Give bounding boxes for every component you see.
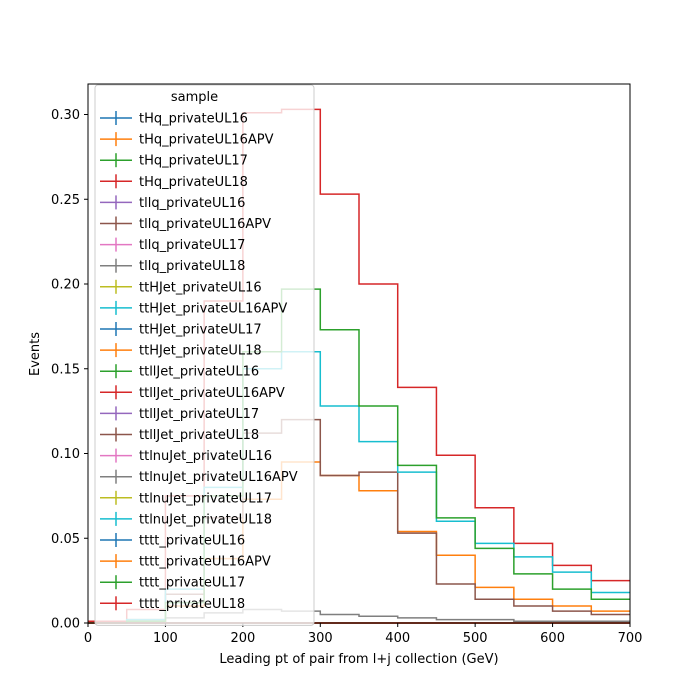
legend-item: ttlnuJet_privateUL16 bbox=[100, 448, 272, 464]
legend-label: tllq_privateUL17 bbox=[139, 238, 245, 253]
legend-item: tttt_privateUL16APV bbox=[100, 554, 271, 570]
x-tick-label: 600 bbox=[540, 631, 565, 646]
legend-label: ttlnuJet_privateUL17 bbox=[139, 491, 272, 506]
legend-item: tHq_privateUL17 bbox=[100, 153, 248, 169]
legend-item: tllq_privateUL17 bbox=[100, 237, 245, 253]
legend-label: tllq_privateUL16APV bbox=[139, 217, 271, 232]
legend-label: ttllJet_privateUL17 bbox=[139, 407, 259, 422]
y-tick-label: 0.25 bbox=[51, 193, 80, 208]
legend-item: ttHJet_privateUL16APV bbox=[100, 300, 287, 316]
legend-title: sample bbox=[171, 90, 218, 105]
y-tick-label: 0.10 bbox=[51, 447, 80, 462]
legend-item: tttt_privateUL18 bbox=[100, 596, 245, 612]
legend-item: tttt_privateUL17 bbox=[100, 575, 245, 591]
legend: sample tHq_privateUL16 tHq_privateUL16APVt… bbox=[94, 84, 315, 626]
legend-label: tllq_privateUL18 bbox=[139, 259, 245, 274]
legend-item: tttt_privateUL16 bbox=[100, 533, 245, 549]
legend-item: ttllJet_privateUL16 bbox=[100, 364, 259, 380]
legend-item: ttllJet_privateUL18 bbox=[100, 427, 259, 443]
legend-label: ttllJet_privateUL18 bbox=[139, 428, 259, 443]
y-tick-label: 0.30 bbox=[51, 108, 80, 123]
legend-item: tllq_privateUL16 bbox=[100, 195, 245, 211]
legend-label: ttHJet_privateUL16APV bbox=[139, 301, 287, 316]
legend-label: tllq_privateUL16 bbox=[139, 196, 245, 211]
legend-box bbox=[94, 84, 315, 626]
y-tick-label: 0.00 bbox=[51, 617, 80, 632]
legend-item: tHq_privateUL18 bbox=[100, 174, 248, 190]
x-tick-label: 200 bbox=[230, 631, 255, 646]
y-axis-ticks: 0.00 0.05 0.10 0.15 0.20 0.25 0.30 bbox=[51, 108, 88, 632]
y-tick-label: 0.20 bbox=[51, 278, 80, 293]
legend-label: tHq_privateUL18 bbox=[139, 175, 248, 190]
legend-label: tttt_privateUL18 bbox=[139, 597, 245, 612]
x-tick-label: 100 bbox=[153, 631, 178, 646]
legend-item: tHq_privateUL16 bbox=[100, 111, 248, 127]
legend-label: ttllJet_privateUL16 bbox=[139, 365, 259, 380]
legend-label: tHq_privateUL16 bbox=[139, 112, 248, 127]
legend-label: ttHJet_privateUL18 bbox=[139, 344, 262, 359]
legend-label: ttHJet_privateUL16 bbox=[139, 280, 262, 295]
legend-item: ttHJet_privateUL18 bbox=[100, 343, 262, 359]
legend-item: ttlnuJet_privateUL16APV bbox=[100, 469, 298, 485]
x-axis-ticks: 0 100 200 300 400 500 600 700 bbox=[84, 623, 643, 646]
legend-item: ttlnuJet_privateUL18 bbox=[100, 511, 272, 527]
legend-label: tHq_privateUL16APV bbox=[139, 133, 274, 148]
legend-label: ttHJet_privateUL17 bbox=[139, 323, 262, 338]
legend-item: ttllJet_privateUL17 bbox=[100, 406, 259, 422]
legend-label: ttlnuJet_privateUL18 bbox=[139, 512, 272, 527]
legend-item: ttHJet_privateUL16 bbox=[100, 279, 262, 295]
legend-label: tttt_privateUL16 bbox=[139, 534, 245, 549]
legend-label: tttt_privateUL16APV bbox=[139, 555, 271, 570]
legend-item: ttlnuJet_privateUL17 bbox=[100, 490, 272, 506]
x-tick-label: 400 bbox=[385, 631, 410, 646]
x-tick-label: 500 bbox=[463, 631, 488, 646]
x-tick-label: 300 bbox=[308, 631, 333, 646]
y-axis-label: Events bbox=[28, 332, 43, 376]
x-tick-label: 700 bbox=[618, 631, 643, 646]
legend-label: ttlnuJet_privateUL16 bbox=[139, 449, 272, 464]
y-tick-label: 0.15 bbox=[51, 362, 80, 377]
legend-item: tllq_privateUL18 bbox=[100, 258, 245, 274]
legend-item: ttllJet_privateUL16APV bbox=[100, 385, 285, 401]
legend-item: ttHJet_privateUL17 bbox=[100, 322, 262, 338]
legend-label: tHq_privateUL17 bbox=[139, 154, 248, 169]
plot-frame bbox=[87, 83, 631, 624]
y-tick-label: 0.05 bbox=[51, 532, 80, 547]
legend-item: tHq_privateUL16APV bbox=[100, 132, 274, 148]
legend-label: ttlnuJet_privateUL16APV bbox=[139, 470, 298, 485]
legend-item: tllq_privateUL16APV bbox=[100, 216, 271, 232]
x-axis-label: Leading pt of pair from l+j collection (… bbox=[219, 652, 498, 667]
legend-label: tttt_privateUL17 bbox=[139, 576, 245, 591]
legend-label: ttllJet_privateUL16APV bbox=[139, 386, 285, 401]
x-tick-label: 0 bbox=[84, 631, 92, 646]
